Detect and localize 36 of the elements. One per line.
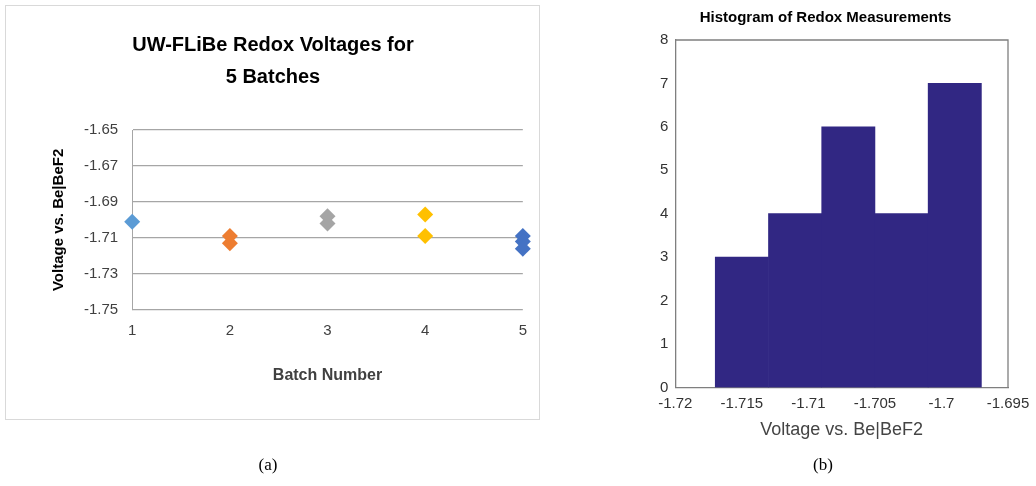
x-tick-label: 2: [225, 320, 235, 338]
x-tick-label: -1.71: [791, 393, 826, 411]
x-tick-label: -1.7: [928, 393, 955, 411]
y-tick-label: 5: [660, 160, 669, 178]
chart-title: Histogram of Redox Measurements: [698, 8, 953, 25]
x-axis-title: Voltage vs. Be|BeF2: [760, 419, 924, 440]
y-tick-label: 3: [660, 247, 669, 265]
y-tick-label: -1.65: [83, 120, 119, 138]
x-tick-label: -1.705: [853, 393, 897, 411]
x-tick-label: 4: [421, 320, 430, 338]
y-tick-label: -1.69: [83, 192, 119, 210]
y-tick-label: 6: [660, 116, 669, 134]
x-tick-label: -1.715: [720, 393, 764, 411]
y-tick-label: -1.71: [83, 228, 119, 246]
y-tick-label: 7: [660, 73, 669, 91]
y-tick-label: 1: [660, 334, 669, 352]
text: (a): [257, 455, 279, 475]
text: (b): [812, 455, 834, 475]
y-tick-label: -1.75: [83, 299, 119, 317]
y-tick-label: 4: [660, 203, 669, 221]
point: [124, 213, 141, 230]
x-tick-label: 3: [323, 320, 332, 338]
y-tick-label: -1.73: [83, 263, 119, 281]
point: [417, 206, 434, 223]
chart-title: UW-FLiBe Redox Voltages for 5 Batches: [131, 32, 415, 89]
y-tick-label: -1.67: [83, 156, 119, 174]
y-tick-label: 0: [660, 377, 669, 395]
y-tick-label: 2: [660, 290, 669, 308]
point: [417, 228, 434, 245]
y-axis-title: Voltage vs. Be|BeF2: [49, 148, 67, 292]
x-tick-label: 5: [518, 320, 527, 338]
y-tick-label: 8: [660, 30, 669, 48]
x-tick-label: -1.695: [986, 393, 1030, 411]
x-axis-title: Batch Number: [272, 365, 383, 383]
x-tick-label: 1: [128, 320, 137, 338]
x-tick-label: -1.72: [658, 393, 693, 411]
